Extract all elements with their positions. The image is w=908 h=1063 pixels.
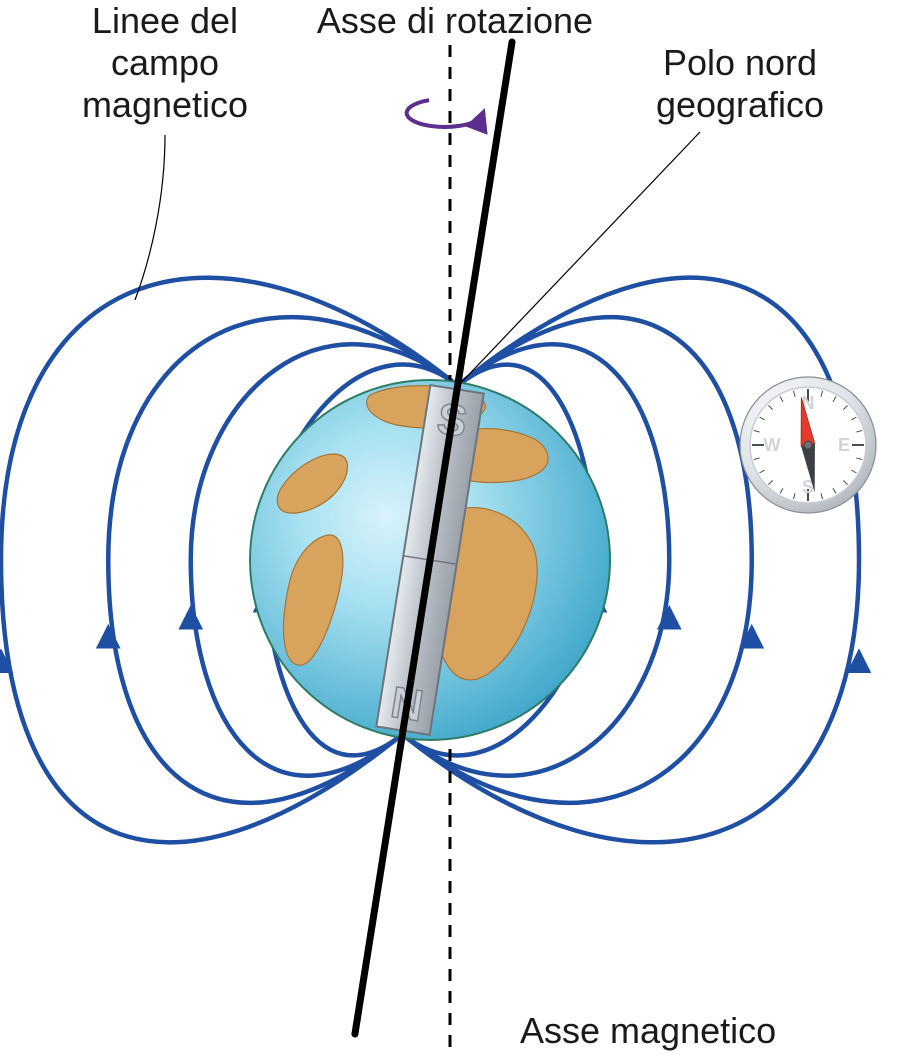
compass-icon: NESW — [740, 377, 876, 513]
svg-text:E: E — [838, 435, 850, 455]
diagram-canvas: SN NESW — [0, 0, 908, 1063]
label-fieldlines-2: campo — [30, 42, 300, 83]
label-geo-north-1: Polo nord — [590, 42, 890, 83]
label-rotation-axis: Asse di rotazione — [275, 0, 635, 41]
label-fieldlines-1: Linee del — [30, 0, 300, 41]
label-magnetic-axis: Asse magnetico — [520, 1010, 880, 1051]
svg-text:W: W — [764, 435, 781, 455]
label-geo-north-2: geografico — [590, 84, 890, 125]
rotation-arrow — [407, 100, 483, 127]
leader-lines — [135, 132, 700, 386]
label-fieldlines-3: magnetico — [30, 84, 300, 125]
